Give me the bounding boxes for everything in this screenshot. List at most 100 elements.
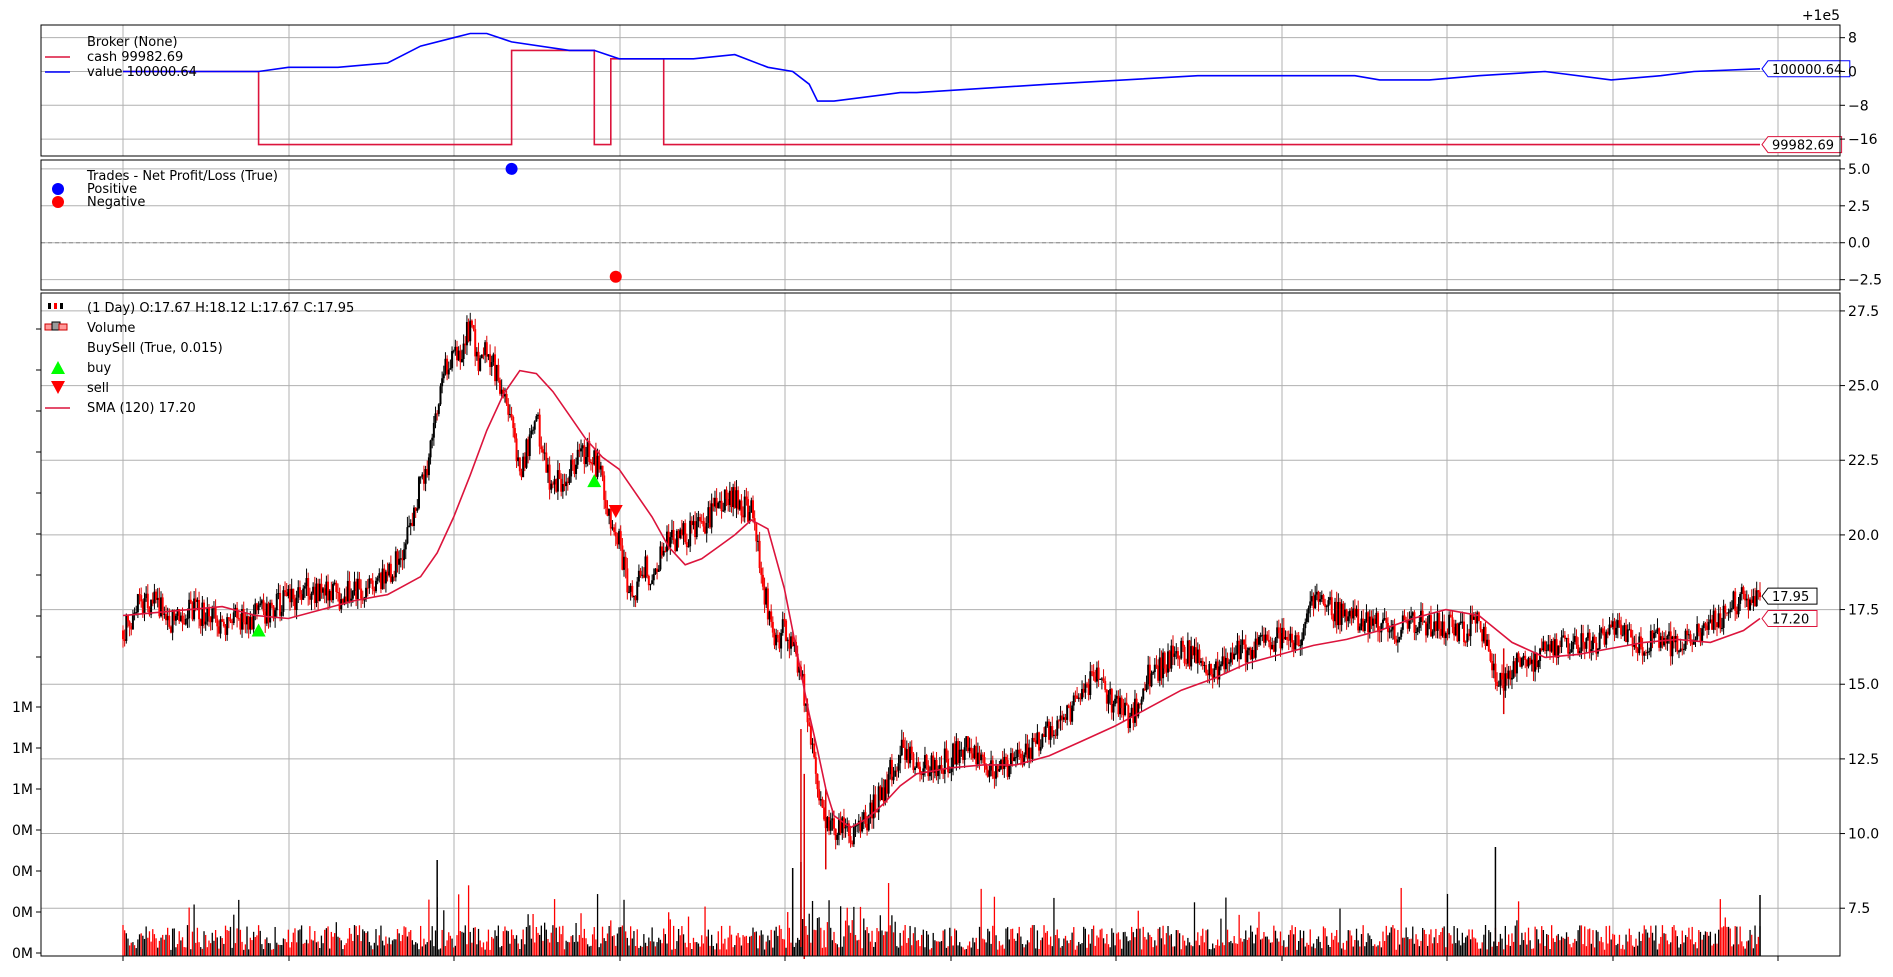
candle-body — [877, 786, 880, 813]
candle-body — [821, 799, 824, 808]
candle-body — [1649, 630, 1652, 652]
candle-body — [814, 757, 817, 774]
candle-body — [191, 602, 194, 620]
candle-body — [274, 610, 277, 619]
candle-body — [1368, 616, 1371, 633]
candle-body — [1691, 643, 1694, 645]
candle-body — [1272, 644, 1275, 652]
candle-body — [596, 455, 599, 477]
candle-body — [360, 588, 363, 599]
candle-body — [457, 350, 460, 361]
candle-body — [717, 502, 720, 509]
candle-body — [1716, 622, 1719, 628]
candle-body — [725, 489, 728, 500]
candle-body — [781, 619, 784, 633]
candle-body — [1324, 603, 1327, 607]
candle-body — [1486, 639, 1489, 646]
candle-body — [771, 621, 774, 633]
candle-body — [1327, 600, 1330, 607]
candle-body — [1029, 747, 1032, 759]
broker-y-tick-label: −16 — [1848, 132, 1878, 148]
candle-body — [513, 428, 516, 439]
candle-body — [482, 354, 485, 356]
candle-body — [1094, 676, 1097, 682]
candle-body — [411, 522, 414, 526]
candle-body — [694, 521, 697, 538]
candle-body — [1259, 635, 1262, 637]
candle-body — [441, 378, 444, 387]
candle-body — [1355, 608, 1358, 617]
candle-body — [1372, 618, 1375, 626]
candle-body — [464, 343, 467, 346]
candle-body — [297, 587, 300, 598]
candle-body — [1459, 621, 1462, 624]
candle-body — [148, 608, 151, 615]
candle-body — [1241, 639, 1244, 645]
candle-body — [285, 592, 288, 597]
candle-body — [976, 752, 979, 765]
candle-body — [674, 540, 677, 552]
candle-body — [621, 545, 624, 570]
candle-body — [986, 769, 989, 777]
candle-body — [763, 586, 766, 605]
candle-body — [933, 759, 936, 773]
candle-body — [143, 598, 146, 614]
candle-body — [1013, 757, 1016, 762]
candle-body — [793, 641, 796, 647]
candle-body — [470, 320, 473, 326]
candle-body — [401, 558, 404, 561]
candle-body — [1201, 660, 1204, 666]
candle-body — [1292, 642, 1295, 650]
candle-body — [1535, 652, 1538, 668]
candle-body — [1367, 612, 1370, 633]
candle-body — [1696, 624, 1699, 640]
candle-body — [201, 602, 204, 626]
candle-body — [370, 578, 373, 581]
candle-body — [672, 529, 675, 541]
candle-body — [740, 500, 743, 516]
candle-body — [199, 619, 202, 626]
candle-body — [780, 632, 783, 649]
candle-body — [459, 350, 462, 363]
candle-body — [1396, 639, 1399, 643]
candle-body — [1477, 612, 1480, 622]
candle-body — [477, 351, 480, 371]
candle-body — [376, 578, 379, 581]
candle-body — [859, 820, 862, 832]
candle-body — [627, 591, 630, 593]
candle-body — [915, 762, 918, 768]
candle-body — [890, 759, 893, 781]
candle-body — [713, 497, 716, 507]
candle-body — [1114, 698, 1117, 704]
candle-body — [1357, 608, 1360, 631]
candle-body — [985, 764, 988, 770]
candle-body — [221, 619, 224, 622]
candle-body — [1043, 734, 1046, 738]
candle-body — [581, 445, 584, 449]
candle-body — [442, 373, 445, 379]
candle-body — [555, 479, 558, 492]
candle-body — [1501, 672, 1504, 680]
candle-body — [1186, 640, 1189, 664]
candle-body — [675, 530, 678, 552]
candle-body — [1403, 615, 1406, 620]
candle-body — [646, 556, 649, 577]
grid-layer — [41, 25, 1840, 956]
candle-body — [1742, 587, 1745, 594]
candle-body — [1636, 648, 1639, 654]
candle-body — [257, 605, 260, 611]
volume-tick-label: 0M — [12, 946, 33, 962]
candle-body — [864, 812, 867, 824]
candle-body — [1438, 613, 1441, 629]
candle-body — [748, 512, 751, 522]
candle-body — [1163, 652, 1166, 669]
candle-body — [160, 597, 163, 617]
candle-body — [556, 470, 559, 492]
candle-body — [1124, 702, 1127, 716]
candle-body — [601, 465, 604, 476]
candle-body — [836, 834, 839, 840]
candle-body — [1353, 608, 1356, 617]
sell-marker — [608, 505, 623, 519]
candle-body — [1264, 634, 1267, 643]
candle-body — [1626, 629, 1629, 643]
